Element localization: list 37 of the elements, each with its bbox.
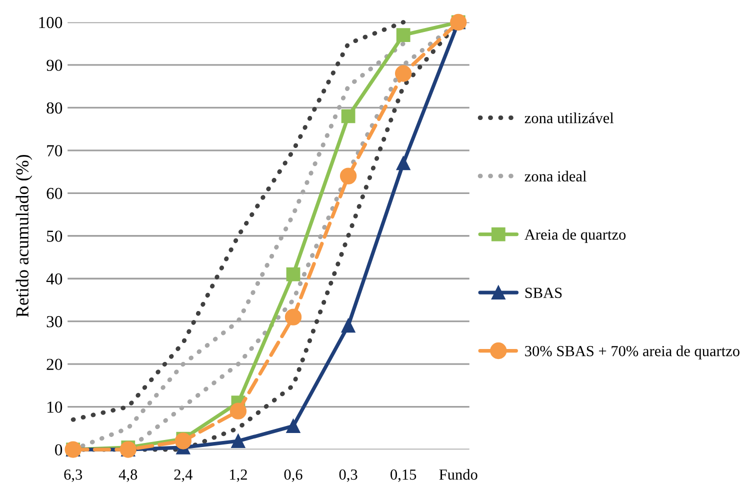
point [230, 402, 247, 420]
x-tick-label: 2,4 [174, 469, 192, 482]
point [231, 434, 246, 448]
legend-label: 30% SBAS + 70% areia de quartzo [525, 346, 740, 360]
y-tick-label: 100 [39, 16, 62, 28]
point [286, 419, 300, 433]
y-axis-title: Retido acumulado (%) [16, 154, 32, 318]
x-tick-label: 0,15 [390, 469, 416, 482]
x-tick-label: 6,3 [64, 469, 82, 482]
x-tick-label: 1,2 [230, 469, 247, 482]
y-tick-label: 0 [55, 444, 62, 456]
legend-label: SBAS [525, 288, 562, 298]
y-tick-label: 70 [47, 145, 62, 156]
y-tick-label: 20 [46, 358, 62, 370]
y-tick-label: 40 [46, 273, 62, 285]
point [396, 156, 410, 170]
point [394, 65, 412, 82]
point [340, 168, 357, 184]
x-tick-label: Fundo [439, 468, 478, 480]
y-tick-label: 10 [48, 402, 62, 413]
x-tick-label: 0,3 [339, 469, 358, 482]
point [286, 267, 300, 282]
y-tick-label: 30 [46, 316, 62, 328]
point [284, 308, 302, 326]
point [341, 109, 356, 124]
point [396, 28, 410, 42]
y-tick-label: 50 [47, 230, 62, 242]
legend-label: Areia de quartzo [524, 229, 626, 243]
y-tick-label: 80 [46, 102, 62, 114]
point [341, 318, 356, 333]
x-tick-label: 4,8 [118, 469, 138, 482]
x-tick-label: 0,6 [284, 469, 302, 482]
y-tick-label: 60 [46, 188, 62, 200]
y-tick-label: 90 [46, 60, 62, 71]
point [174, 432, 192, 450]
legend-label: zona utilizável [524, 112, 614, 124]
legend-label: zona ideal [524, 170, 586, 182]
